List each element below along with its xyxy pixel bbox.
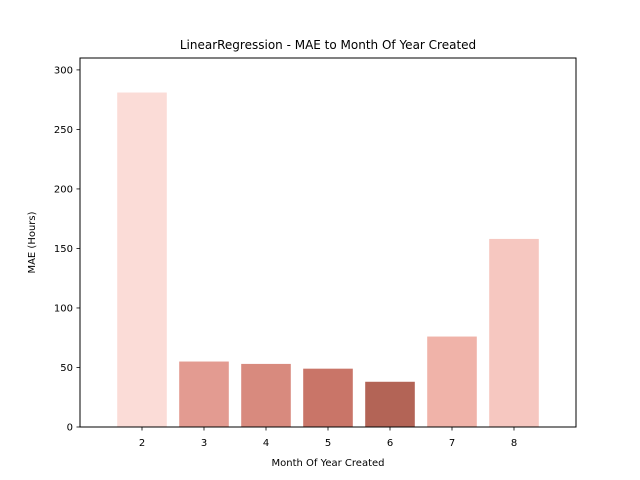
x-axis: 2 3 4 5 6 7 8 [139, 427, 517, 449]
chart-title: LinearRegression - MAE to Month Of Year … [180, 38, 476, 52]
bar-month-8 [489, 238, 539, 427]
x-tick-label: 6 [387, 438, 393, 449]
y-tick-label: 0 [67, 423, 73, 434]
x-tick-label: 2 [139, 438, 145, 449]
x-tick-label: 3 [201, 438, 207, 449]
y-tick-label: 300 [54, 65, 73, 76]
bar-month-4 [241, 363, 291, 427]
bar-month-2 [117, 92, 167, 428]
bars [117, 92, 539, 428]
x-tick-label: 5 [325, 438, 331, 449]
x-axis-label: Month Of Year Created [271, 458, 384, 469]
y-axis-label: MAE (Hours) [27, 211, 38, 273]
bar-month-7 [427, 336, 477, 427]
y-axis: 0 50 100 150 200 250 300 [54, 65, 80, 434]
bar-month-6 [365, 381, 415, 427]
y-tick-label: 150 [54, 244, 73, 255]
y-tick-label: 50 [60, 363, 73, 374]
bar-month-5 [303, 368, 353, 427]
y-tick-label: 250 [54, 125, 73, 136]
x-tick-label: 8 [511, 438, 517, 449]
y-tick-label: 100 [54, 303, 73, 314]
x-tick-label: 7 [449, 438, 455, 449]
bar-month-3 [179, 361, 229, 427]
x-tick-label: 4 [263, 438, 269, 449]
y-tick-label: 200 [54, 184, 73, 195]
